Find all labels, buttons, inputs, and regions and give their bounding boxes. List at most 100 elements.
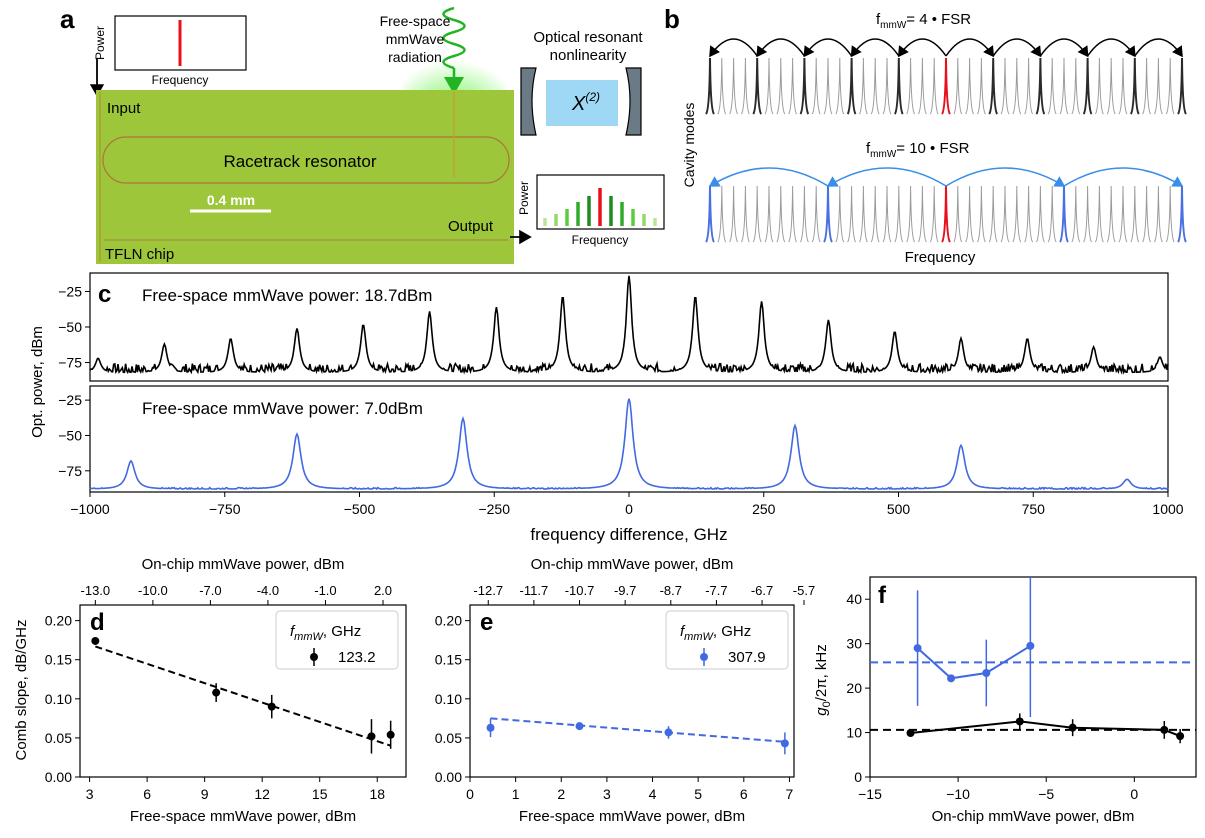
top-xtick-label: -6.7 (751, 583, 773, 598)
cavity-mode (870, 185, 880, 243)
transition-arc (1086, 38, 1136, 58)
radiation-label-line1: Free-space (380, 13, 451, 29)
e-marks (486, 717, 789, 755)
cavity-mode (846, 57, 857, 115)
e-legend-title: fmmW, GHz (680, 623, 751, 643)
cavity-mode (929, 185, 939, 243)
xtick-label: 5 (694, 786, 702, 802)
cavity-mode (965, 185, 975, 243)
data-point (267, 702, 276, 711)
transition-arc (826, 167, 947, 187)
f-xlabel: On-chip mmWave power, dBm (932, 808, 1135, 825)
cavity-mode (1142, 185, 1152, 243)
top-xtick-label: -11.7 (520, 583, 549, 598)
top-xtick-label: -4.0 (257, 583, 279, 598)
input-spectrum-inset: Frequency Power (89, 15, 247, 97)
transition-arc (709, 38, 758, 58)
d-legend-entry: 123.2 (338, 649, 376, 666)
top-xtick-label: -7.0 (199, 583, 221, 598)
cavity-mode (788, 57, 798, 115)
cavity-mode (776, 185, 786, 243)
ytick-label: 10 (846, 725, 862, 741)
panel-a: a Frequency Power Free-space mmWave radi… (60, 4, 665, 264)
cavity-mode (1035, 57, 1046, 115)
cavity-mode (776, 57, 786, 115)
cavity-mode (1094, 57, 1104, 115)
cavity-mode (882, 57, 892, 115)
data-point (1026, 641, 1035, 650)
xtick-label: 15 (312, 786, 328, 802)
d-legend-title: fmmW, GHz (290, 623, 361, 643)
cavity-mode (858, 185, 868, 243)
c-xtick-label: −500 (344, 501, 376, 517)
cavity-mode (823, 185, 833, 243)
panel-b: b fmmW= 4 • FSR fmmW= 10 • FSR Cavity mo… (664, 4, 1187, 266)
output-inset-frequency-label: Frequency (572, 233, 629, 247)
ytick-label: 0.15 (435, 652, 462, 668)
chi2-crystal (546, 80, 618, 126)
cavity-mode (823, 57, 833, 115)
cavity-mode (882, 185, 892, 243)
cavity-mode (976, 57, 986, 115)
c-title-top: Free-space mmWave power: 18.7dBm (142, 286, 432, 305)
chip-label: TFLN chip (105, 246, 174, 263)
cavity-mode (1059, 185, 1069, 243)
d-ticks: 3 6 9 12 15 18 0.00 0.05 0.10 0.15 0.20 -13.0 -10.0 -… (45, 583, 392, 802)
e-legend-entry: 307.9 (728, 649, 766, 666)
ytick-label: 0.10 (435, 691, 462, 707)
xtick-label: 7 (786, 786, 794, 802)
cavity-mode (705, 57, 715, 115)
data-point (780, 739, 789, 748)
data-point (906, 729, 915, 737)
data-point (486, 723, 495, 732)
ytick-label: 0 (854, 769, 862, 785)
cavity-modes-bottom (705, 185, 1187, 243)
cavity-mode (1012, 57, 1022, 115)
xtick-label: 2 (557, 786, 565, 802)
xtick-label: 3 (603, 786, 611, 802)
cavity-mode (740, 185, 750, 243)
cavity-mode (1129, 57, 1140, 115)
e-ticks: 0 1 2 3 4 5 6 7 0.00 0.05 0.10 0.15 0.20 -12.7 -11.7 -1… (435, 583, 815, 802)
transition-arc (1134, 38, 1183, 58)
ytick-label: 0.00 (45, 769, 72, 785)
panel-label-a: a (60, 4, 75, 34)
c-xtick-label: 0 (625, 501, 633, 517)
cavity-mode (811, 57, 821, 115)
c-ytick-label: −75 (58, 355, 82, 371)
cavity-mode (1177, 185, 1187, 243)
cavity-mirror-right (625, 67, 642, 136)
input-label: Input (107, 100, 141, 117)
c-yticks-bottom: −25 −50 −75 (58, 392, 90, 479)
xtick-label: 12 (254, 786, 270, 802)
d-legend-box (275, 610, 399, 670)
cavity-mode (764, 57, 774, 115)
xtick-label: −5 (1038, 786, 1054, 802)
ytick-label: 30 (846, 636, 862, 652)
data-point (947, 674, 956, 683)
cavity-mode (729, 57, 739, 115)
transition-arc (850, 38, 900, 58)
ytick-label: 0.05 (435, 730, 462, 746)
data-point (913, 644, 922, 653)
data-point (212, 688, 221, 697)
radiation-label-line3: radiation (388, 49, 442, 65)
e-axes-frame (469, 604, 795, 778)
spectrum-line (89, 398, 1169, 491)
cavity-mode (1071, 57, 1081, 115)
d-top-xlabel: On-chip mmWave power, dBm (142, 556, 345, 573)
xtick-label: 4 (649, 786, 657, 802)
top-xtick-label: -1.0 (314, 583, 336, 598)
series-line (910, 720, 1181, 738)
cavity-mode (1000, 57, 1010, 115)
cavity-mode (1153, 57, 1163, 115)
cavity-mode (788, 185, 798, 243)
cavity-mode (1071, 185, 1081, 243)
racetrack-resonator (102, 136, 510, 184)
panel-label-c: c (98, 281, 111, 308)
cavity-mode (953, 185, 963, 243)
cavity-mode (729, 185, 739, 243)
panel-d: d 3 6 9 12 15 18 0.00 0.05 0.10 0.15 0.20 -13.0 -10.… (13, 556, 407, 825)
cavity-mode (917, 185, 927, 243)
d-marks (91, 636, 395, 754)
